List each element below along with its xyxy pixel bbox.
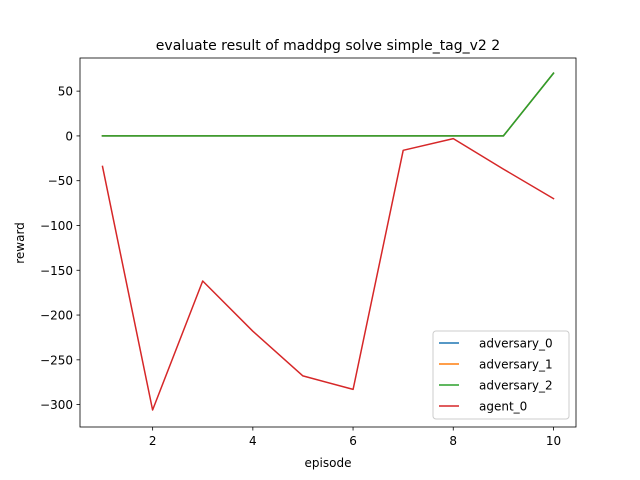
series-line-adversary_2 [101, 72, 555, 137]
plot-area [79, 57, 577, 428]
series-line-agent_0 [101, 137, 555, 411]
y-tick-label: −200 [40, 309, 73, 323]
y-tick-label: −50 [48, 174, 73, 188]
x-tick-label: 10 [546, 434, 561, 448]
legend-box [432, 330, 570, 420]
x-tick-label: 4 [249, 434, 257, 448]
y-tick-label: −250 [40, 353, 73, 367]
legend-label-adversary_0: adversary_0 [479, 337, 553, 351]
x-tick-label: 2 [149, 434, 157, 448]
x-tick-label: 8 [449, 434, 457, 448]
y-axis-label: reward [13, 222, 27, 264]
y-tick-label: 0 [65, 129, 73, 143]
x-tick-label: 6 [349, 434, 357, 448]
y-tick-label: −300 [40, 398, 73, 412]
x-axis-label: episode [305, 456, 352, 470]
axes-frame [79, 57, 577, 428]
y-tick-label: −100 [40, 219, 73, 233]
y-tick-label: −150 [40, 264, 73, 278]
chart-title: evaluate result of maddpg solve simple_t… [156, 38, 500, 54]
legend: adversary_0 adversary_1 adversary_2 agent_0 [432, 330, 570, 420]
legend-label-agent_0: agent_0 [479, 400, 527, 414]
legend-label-adversary_1: adversary_1 [479, 358, 553, 372]
axis-ticks: 2 4 6 8 10 −300 −250 −200 −150 −100 −50 0 50 [40, 85, 561, 448]
legend-label-adversary_2: adversary_2 [479, 379, 553, 393]
y-tick-label: 50 [58, 85, 73, 99]
